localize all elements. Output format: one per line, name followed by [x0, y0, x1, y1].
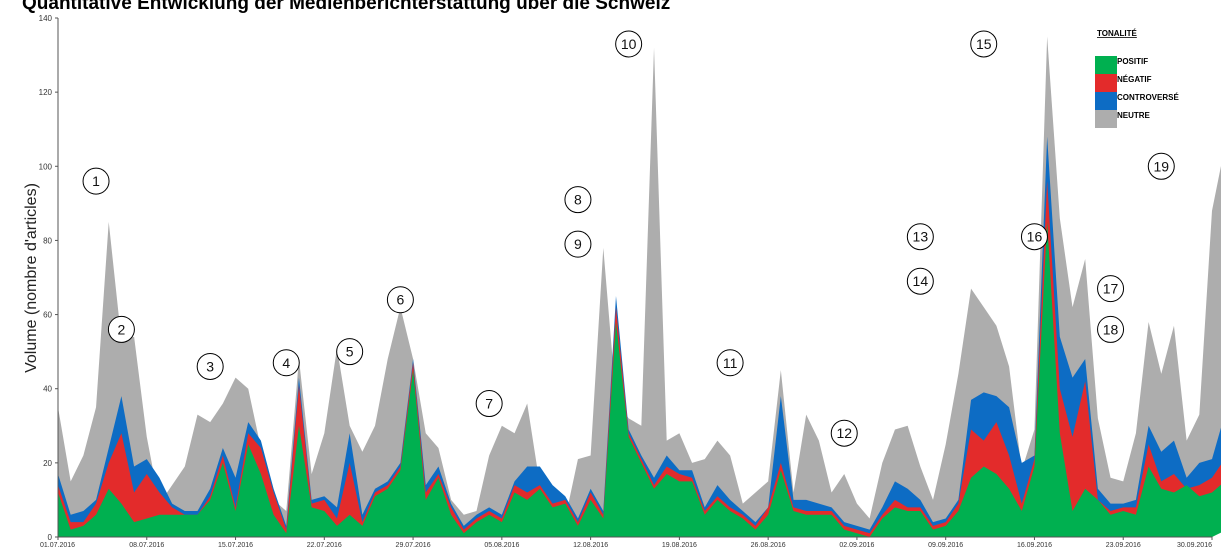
annotation-circle	[1097, 275, 1125, 303]
x-tick-label: 22.07.2016	[307, 542, 342, 548]
annotation-label: 17	[1103, 281, 1119, 297]
annotation-label: 1	[92, 173, 100, 189]
annotation-circle	[970, 30, 998, 58]
annotation-circle	[336, 338, 364, 366]
annotation-label: 14	[913, 273, 929, 289]
annotation-circle	[716, 349, 744, 377]
x-tick-label: 09.09.2016	[928, 542, 963, 548]
annotation-marker: 11	[716, 349, 744, 377]
annotation-label: 11	[723, 355, 738, 371]
annotation-marker: 9	[564, 230, 592, 258]
annotation-circle	[906, 223, 934, 251]
annotation-marker: 19	[1147, 152, 1175, 180]
area-series-neutre	[58, 36, 1221, 537]
x-tick-label: 26.08.2016	[751, 542, 786, 548]
x-tick-label: 05.08.2016	[484, 542, 519, 548]
legend-title: TONALITÉ	[1097, 29, 1138, 38]
legend-swatch	[1095, 74, 1117, 92]
annotation-label: 5	[346, 344, 354, 360]
annotation-circle	[82, 167, 110, 195]
annotation-marker: 10	[615, 30, 643, 58]
x-tick-label: 02.09.2016	[839, 542, 874, 548]
annotation-circle	[107, 315, 135, 343]
annotation-circle	[564, 186, 592, 214]
legend-label: NEUTRE	[1117, 111, 1151, 120]
annotation-circle	[196, 352, 224, 380]
annotation-label: 16	[1027, 229, 1043, 245]
legend-label: POSITIF	[1117, 57, 1148, 66]
annotation-circle	[272, 349, 300, 377]
annotation-label: 19	[1153, 158, 1169, 174]
annotation-label: 3	[206, 358, 214, 374]
y-tick-label: 60	[43, 311, 52, 320]
y-tick-label: 140	[39, 14, 53, 23]
annotation-label: 12	[836, 425, 852, 441]
x-tick-label: 08.07.2016	[129, 542, 164, 548]
annotation-label: 13	[913, 229, 929, 245]
annotation-circle	[1147, 152, 1175, 180]
annotation-marker: 16	[1020, 223, 1048, 251]
x-tick-label: 23.09.2016	[1106, 542, 1141, 548]
annotation-marker: 14	[906, 267, 934, 295]
annotation-marker: 6	[386, 286, 414, 314]
annotation-circle	[1020, 223, 1048, 251]
legend-swatch	[1095, 92, 1117, 110]
y-axis-label: Volume (nombre d'articles)	[23, 183, 40, 373]
x-tick-label: 30.09.2016	[1177, 542, 1212, 548]
annotation-marker: 12	[830, 419, 858, 447]
annotation-label: 7	[485, 396, 493, 412]
annotation-circle	[830, 419, 858, 447]
x-tick-label: 01.07.2016	[40, 542, 75, 548]
y-tick-label: 80	[43, 236, 52, 245]
legend-label: NÉGATIF	[1117, 75, 1152, 84]
annotation-label: 18	[1103, 321, 1119, 337]
x-tick-label: 19.08.2016	[662, 542, 697, 548]
annotation-circle	[615, 30, 643, 58]
annotation-label: 6	[396, 292, 404, 308]
annotation-label: 2	[118, 321, 126, 337]
area-series-positif	[58, 221, 1221, 537]
annotation-marker: 13	[906, 223, 934, 251]
annotation-marker: 15	[970, 30, 998, 58]
x-tick-label: 15.07.2016	[218, 542, 253, 548]
annotation-circle	[475, 390, 503, 418]
annotation-marker: 8	[564, 186, 592, 214]
annotation-marker: 7	[475, 390, 503, 418]
annotation-marker: 2	[107, 315, 135, 343]
annotation-circle	[564, 230, 592, 258]
y-tick-label: 40	[43, 385, 52, 394]
annotation-marker: 1	[82, 167, 110, 195]
annotation-marker: 18	[1097, 315, 1125, 343]
annotation-label: 8	[574, 192, 582, 208]
annotation-circle	[906, 267, 934, 295]
annotation-label: 10	[621, 36, 637, 52]
y-tick-label: 100	[39, 162, 53, 171]
annotation-marker: 4	[272, 349, 300, 377]
legend: TONALITÉ POSITIF NÉGATIF CONTROVERSÉ NEUTRE	[1095, 29, 1179, 128]
annotation-marker: 17	[1097, 275, 1125, 303]
annotation-marker: 3	[196, 352, 224, 380]
annotation-marker: 5	[336, 338, 364, 366]
annotation-circle	[386, 286, 414, 314]
legend-swatch	[1095, 110, 1117, 128]
legend-swatch	[1095, 56, 1117, 74]
plot-areas	[58, 36, 1221, 537]
x-tick-label: 29.07.2016	[396, 542, 431, 548]
annotation-circle	[1097, 315, 1125, 343]
x-tick-label: 12.08.2016	[573, 542, 608, 548]
y-tick-label: 120	[39, 88, 53, 97]
chart-title: Quantitative Entwicklung der Medienberic…	[22, 0, 671, 14]
y-tick-label: 20	[43, 459, 52, 468]
x-tick-label: 16.09.2016	[1017, 542, 1052, 548]
annotation-label: 15	[976, 36, 992, 52]
annotation-label: 4	[282, 355, 290, 371]
y-tick-label: 0	[48, 533, 53, 542]
annotation-label: 9	[574, 236, 582, 252]
legend-label: CONTROVERSÉ	[1117, 93, 1179, 102]
